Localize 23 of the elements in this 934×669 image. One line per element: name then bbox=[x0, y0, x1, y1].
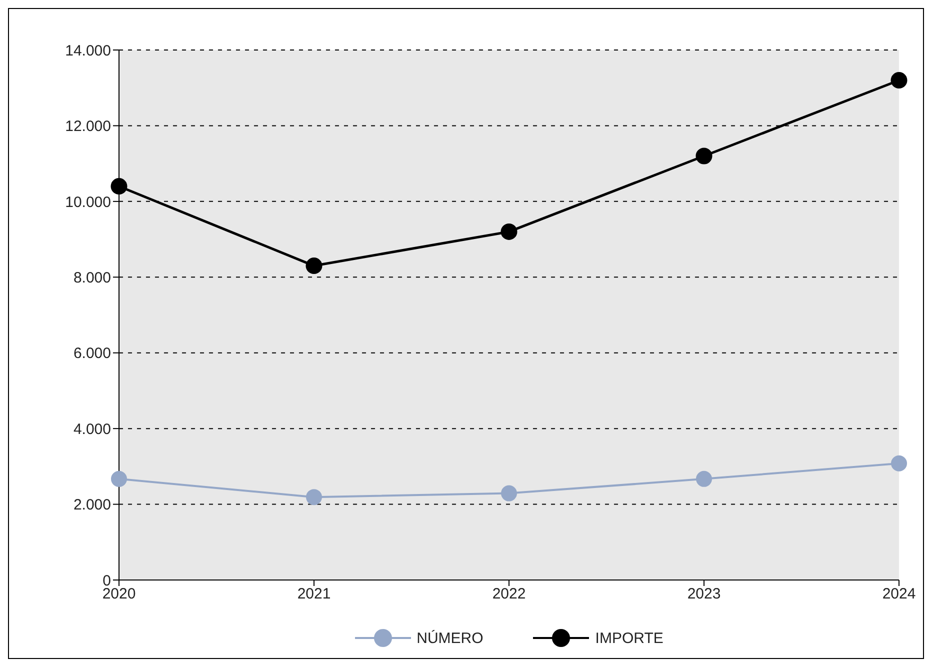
y-tick-label: 12.000 bbox=[65, 118, 111, 136]
point bbox=[890, 72, 908, 89]
x-tick-label: 2022 bbox=[492, 586, 526, 603]
y-tick-label: 8.000 bbox=[73, 269, 111, 286]
point bbox=[306, 489, 322, 506]
y-tick-label: 10.000 bbox=[65, 194, 111, 211]
x-tick-label: 2021 bbox=[297, 586, 331, 603]
point bbox=[306, 258, 322, 274]
y-tick-label: 4.000 bbox=[73, 420, 111, 438]
x-tick-label: 2024 bbox=[882, 586, 916, 603]
legend-label: NÚMERO bbox=[416, 628, 484, 648]
y-tick-label: 2.000 bbox=[73, 496, 111, 514]
x-tick-label: 2023 bbox=[687, 586, 721, 603]
y-tick-label: 6.000 bbox=[73, 345, 111, 362]
point bbox=[500, 223, 518, 240]
point bbox=[501, 485, 517, 502]
point bbox=[696, 148, 712, 164]
point bbox=[110, 178, 128, 195]
y-tick-label: 14.000 bbox=[65, 42, 111, 60]
point bbox=[111, 470, 127, 487]
point bbox=[891, 455, 907, 472]
legend-label: IMPORTE bbox=[594, 628, 664, 648]
point bbox=[696, 470, 712, 487]
